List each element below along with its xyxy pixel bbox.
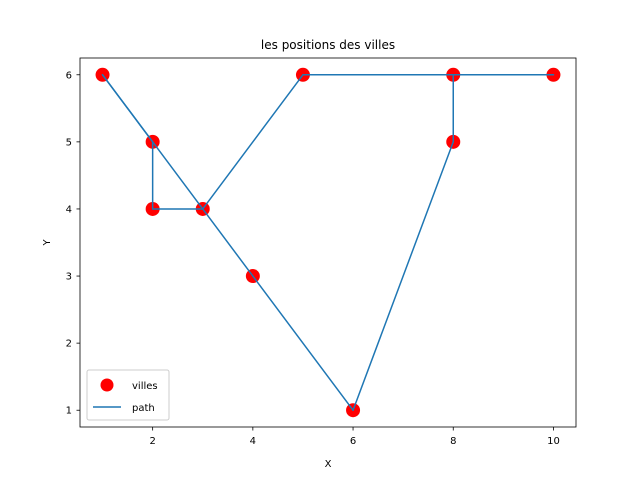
legend-box [86, 369, 170, 421]
x-tick-label: 10 [547, 436, 560, 447]
y-tick-label: 1 [66, 406, 72, 417]
x-tick-label: 6 [350, 436, 356, 447]
legend-label-path: path [132, 403, 155, 414]
axes-frame [79, 57, 577, 428]
path-segment-13 [101, 74, 154, 143]
legend-label-villes: villes [132, 381, 158, 392]
y-tick-label: 4 [66, 204, 72, 215]
path-segment-9 [352, 141, 454, 411]
legend-marker-villes [100, 378, 114, 392]
x-tick-label: 2 [149, 436, 155, 447]
chart-title: les positions des villes [261, 38, 395, 52]
path-segment-12 [151, 141, 204, 210]
y-axis-label: Y [42, 239, 53, 247]
path-segment-4 [202, 74, 304, 210]
x-tick-label: 4 [250, 436, 256, 447]
y-tick-label: 2 [66, 339, 72, 350]
x-tick-label: 8 [450, 436, 456, 447]
path-segment-11 [202, 208, 254, 277]
path-lines [101, 74, 555, 411]
x-axis-label: X [325, 459, 332, 470]
legend: villes path [86, 369, 170, 421]
y-tick-label: 5 [66, 137, 72, 148]
path-segment-10 [252, 275, 354, 411]
y-tick-label: 6 [66, 70, 72, 81]
y-tick-label: 3 [66, 272, 72, 283]
